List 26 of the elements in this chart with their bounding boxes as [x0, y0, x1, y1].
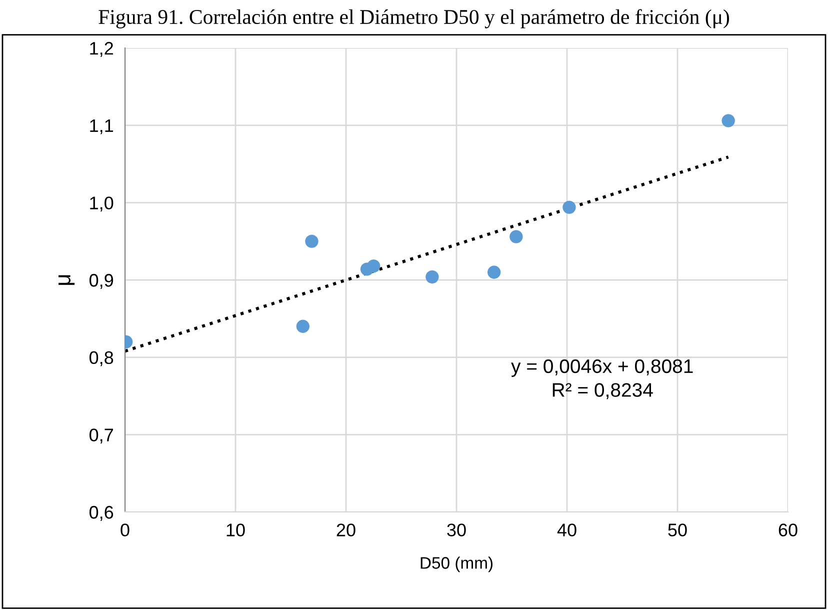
point — [722, 114, 735, 128]
point — [296, 320, 310, 333]
point — [562, 200, 576, 214]
chart-title: Figura 91. Correlación entre el Diámetro D50 y el parámetro de fricción (μ) — [98, 9, 730, 28]
point — [305, 234, 318, 248]
x-tick-label: 40 — [557, 524, 576, 536]
point — [426, 270, 439, 284]
point — [487, 266, 501, 279]
x-tick-label: 20 — [336, 524, 356, 536]
y-tick-label: 1,0 — [90, 196, 114, 212]
x-tick-label: 30 — [447, 524, 466, 536]
x-tick-label: 60 — [778, 524, 798, 536]
y-tick-label: 1,1 — [90, 119, 114, 134]
y-tick-label: 0,6 — [89, 506, 114, 521]
y-tick-label: 0,8 — [89, 351, 114, 366]
y-axis-title: μ — [58, 275, 75, 285]
annotation: y = 0,0046x + 0,8081 R² = 0,8234 — [511, 359, 693, 400]
x-axis-title: D50 (mm) — [420, 556, 493, 572]
point — [510, 230, 523, 244]
y-tick-label: 1,2 — [90, 42, 113, 57]
x-tick-label: 10 — [226, 524, 245, 536]
x-tick-label: 0 — [120, 524, 130, 536]
y-tick-label: 0,7 — [89, 428, 113, 444]
y-tick-label: 0,9 — [89, 274, 114, 289]
x-tick-label: 50 — [668, 524, 687, 536]
point — [367, 259, 380, 273]
